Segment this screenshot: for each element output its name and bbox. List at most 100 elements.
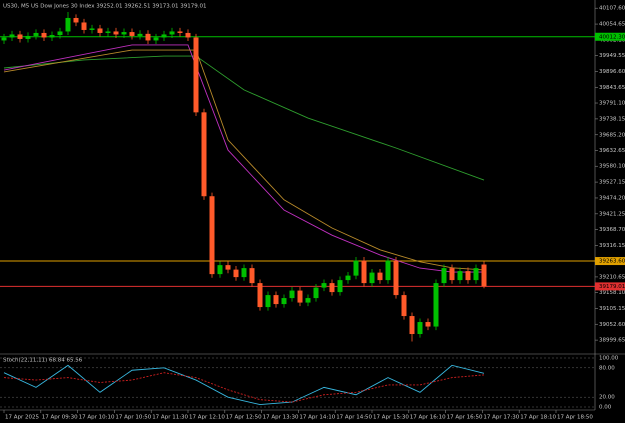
candle-body <box>145 33 151 41</box>
y-tick-label: 40054.65 <box>599 22 625 28</box>
x-tick-label: 17 Apr 12:10 <box>189 415 225 421</box>
level-tag <box>595 282 625 291</box>
candle-body <box>57 31 63 36</box>
candle-body <box>385 260 391 281</box>
candle-body <box>225 265 231 270</box>
candle-body <box>249 268 255 284</box>
chart-title: US30, M5 US Dow Jones 30 Index 39252.01 … <box>3 4 206 10</box>
candle-body <box>465 271 471 281</box>
indicator-title: Stoch(22,11,11) 68.84 65.56 <box>3 358 83 364</box>
candle-body <box>345 275 351 281</box>
y-tick-label: 39316.15 <box>599 243 625 249</box>
y-tick-label: 39896.60 <box>599 69 625 75</box>
candle-body <box>441 268 447 284</box>
candle-body <box>361 260 367 284</box>
y-tick-label: 39368.70 <box>599 227 625 233</box>
candle-body <box>297 290 303 303</box>
candle-body <box>457 271 463 281</box>
candle-body <box>417 322 423 335</box>
candle-body <box>97 28 103 33</box>
candle-body <box>185 32 191 38</box>
y-tick-label: 39210.65 <box>599 274 625 280</box>
candle-body <box>137 33 143 36</box>
candle-body <box>289 290 295 299</box>
level-label: 39263.60 <box>599 259 625 265</box>
candle-body <box>89 28 95 30</box>
y-tick-label: 39158.10 <box>599 290 625 296</box>
y-tick-label: 40107.60 <box>599 6 625 12</box>
level-label: 40012.30 <box>599 34 625 40</box>
candle-body <box>73 17 79 23</box>
candle-body <box>9 34 15 38</box>
indicator-tick-label: 80.00 <box>599 365 615 371</box>
candle-body <box>329 283 335 293</box>
candle-body <box>49 35 55 38</box>
x-tick-label: 17 Apr 14:50 <box>336 415 372 421</box>
candle-body <box>473 268 479 281</box>
x-tick-label: 17 Apr 16:10 <box>410 415 446 421</box>
y-tick-label: 39105.15 <box>599 306 625 312</box>
y-tick-label: 39527.15 <box>599 180 625 186</box>
x-tick-label: 17 Apr 16:50 <box>447 415 483 421</box>
y-tick-label: 39843.65 <box>599 85 625 91</box>
moving-average <box>3 55 485 181</box>
x-tick-label: 17 Apr 13:30 <box>263 415 299 421</box>
y-tick-label: 39052.60 <box>599 322 625 328</box>
candle-body <box>217 265 223 275</box>
y-tick-label: 39632.65 <box>599 148 625 154</box>
candle-body <box>65 17 71 32</box>
candle-body <box>153 37 159 41</box>
candle-body <box>481 264 487 287</box>
candle-body <box>177 31 183 33</box>
candle-body <box>449 268 455 281</box>
x-tick-label: 17 Apr 15:30 <box>373 415 409 421</box>
indicator-tick-label: 0.00 <box>599 405 612 411</box>
y-tick-label: 39474.20 <box>599 195 625 201</box>
y-tick-label: 39791.10 <box>599 101 625 107</box>
candle-body <box>377 272 383 281</box>
y-tick-label: 39738.15 <box>599 116 625 122</box>
candle-body <box>265 295 271 308</box>
candle-body <box>433 283 439 327</box>
candle-body <box>169 31 175 35</box>
y-tick-label: 39580.10 <box>599 164 625 170</box>
level-tag <box>595 257 625 266</box>
moving-average <box>3 44 484 273</box>
candle-body <box>281 298 287 305</box>
candle-body <box>121 32 127 35</box>
candle-body <box>209 196 215 275</box>
candle-body <box>353 260 359 276</box>
x-tick-label: 17 Apr 11:30 <box>152 415 188 421</box>
candle-body <box>161 34 167 38</box>
indicator-tick-label: 100.00 <box>599 356 619 362</box>
level-tag <box>595 32 625 41</box>
x-tick-label: 17 Apr 10:50 <box>115 415 151 421</box>
candle-body <box>241 268 247 278</box>
candle-body <box>81 22 87 30</box>
x-tick-label: 17 Apr 17:30 <box>483 415 519 421</box>
candle-body <box>369 272 375 284</box>
y-tick-label: 39685.20 <box>599 132 625 138</box>
candle-body <box>41 32 47 38</box>
candle-body <box>305 298 311 303</box>
level-label: 39179.01 <box>599 284 625 290</box>
candle-body <box>337 280 343 293</box>
candle-body <box>401 295 407 317</box>
candle-body <box>1 37 7 41</box>
stoch-line <box>3 372 485 403</box>
candle-body <box>193 37 199 113</box>
candle-body <box>233 269 239 278</box>
y-tick-label: 38999.65 <box>599 338 625 344</box>
candle-body <box>393 260 399 296</box>
candle-body <box>201 112 207 197</box>
candle-body <box>129 32 135 36</box>
x-tick-label: 17 Apr 18:10 <box>520 415 556 421</box>
candle-body <box>425 322 431 327</box>
y-tick-label: 39421.25 <box>599 211 625 217</box>
x-tick-label: 17 Apr 14:10 <box>299 415 335 421</box>
indicator-tick-label: 20.00 <box>599 395 615 401</box>
candle-body <box>313 287 319 299</box>
x-tick-label: 17 Apr 12:50 <box>226 415 262 421</box>
